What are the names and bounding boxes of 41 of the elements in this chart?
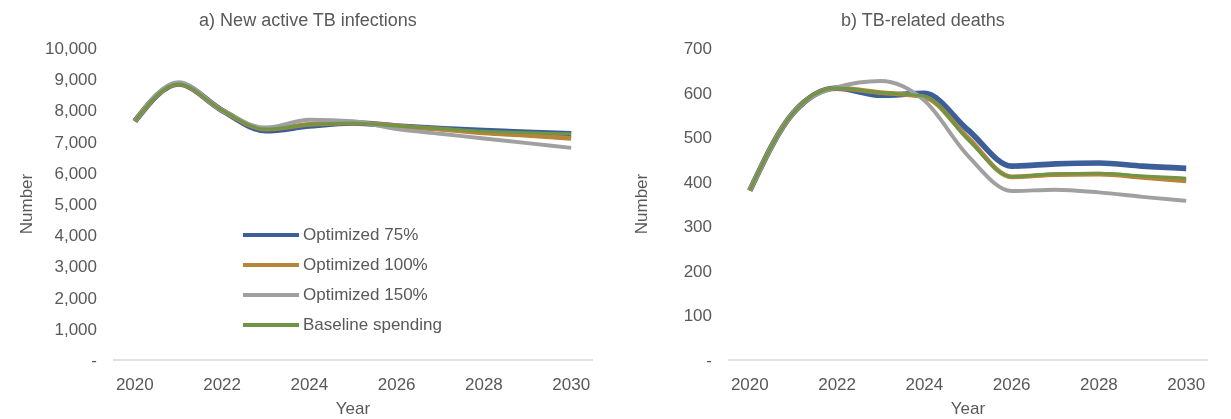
y-tick-label: 6,000 — [54, 163, 97, 183]
y-tick-label: 9,000 — [54, 70, 97, 90]
x-tick-label: 2024 — [290, 375, 329, 395]
y-tick-label: - — [91, 351, 97, 371]
y-tick-label: 200 — [683, 261, 712, 281]
x-tick-label: 2020 — [730, 375, 769, 395]
y-tick-label: 300 — [683, 217, 712, 237]
x-tick-label: 2026 — [377, 375, 416, 395]
x-tick-label: 2022 — [818, 375, 857, 395]
x-tick-label: 2030 — [1167, 375, 1206, 395]
legend-label: Optimized 100% — [303, 255, 428, 275]
x-tick-label: 2028 — [1080, 375, 1118, 395]
y-tick-label: 700 — [683, 39, 712, 59]
x-tick-label: 2022 — [203, 375, 241, 395]
y-tick-label: 1,000 — [54, 319, 97, 339]
y-tick-label: 7,000 — [54, 132, 97, 152]
y-tick-label: - — [706, 351, 712, 371]
x-tick-label: 2024 — [905, 375, 944, 395]
y-tick-label: 500 — [683, 128, 712, 148]
y-tick-label: 4,000 — [54, 226, 97, 246]
y-tick-label: 5,000 — [54, 195, 97, 215]
x-tick-label: 2020 — [115, 375, 154, 395]
y-tick-label: 3,000 — [54, 257, 97, 277]
y-tick-label: 600 — [683, 83, 712, 103]
y-tick-label: 2,000 — [54, 288, 97, 308]
x-axis-title: Year — [950, 399, 986, 418]
y-axis-title: Number — [17, 173, 37, 235]
legend-label: Baseline spending — [303, 315, 442, 335]
y-tick-label: 8,000 — [54, 101, 97, 121]
x-tick-label: 2026 — [992, 375, 1031, 395]
x-tick-label: 2028 — [465, 375, 503, 395]
y-axis-title: Number — [632, 173, 652, 235]
y-tick-label: 10,000 — [45, 39, 97, 59]
x-tick-label: 2030 — [552, 375, 591, 395]
legend-label: Optimized 75% — [303, 225, 419, 245]
x-axis-title: Year — [335, 399, 371, 418]
y-tick-label: 400 — [683, 172, 712, 192]
chart-title: b) TB-related deaths — [840, 9, 1006, 32]
y-tick-label: 100 — [683, 306, 712, 326]
chart-title: a) New active TB infections — [198, 9, 418, 32]
legend-label: Optimized 150% — [303, 285, 428, 305]
